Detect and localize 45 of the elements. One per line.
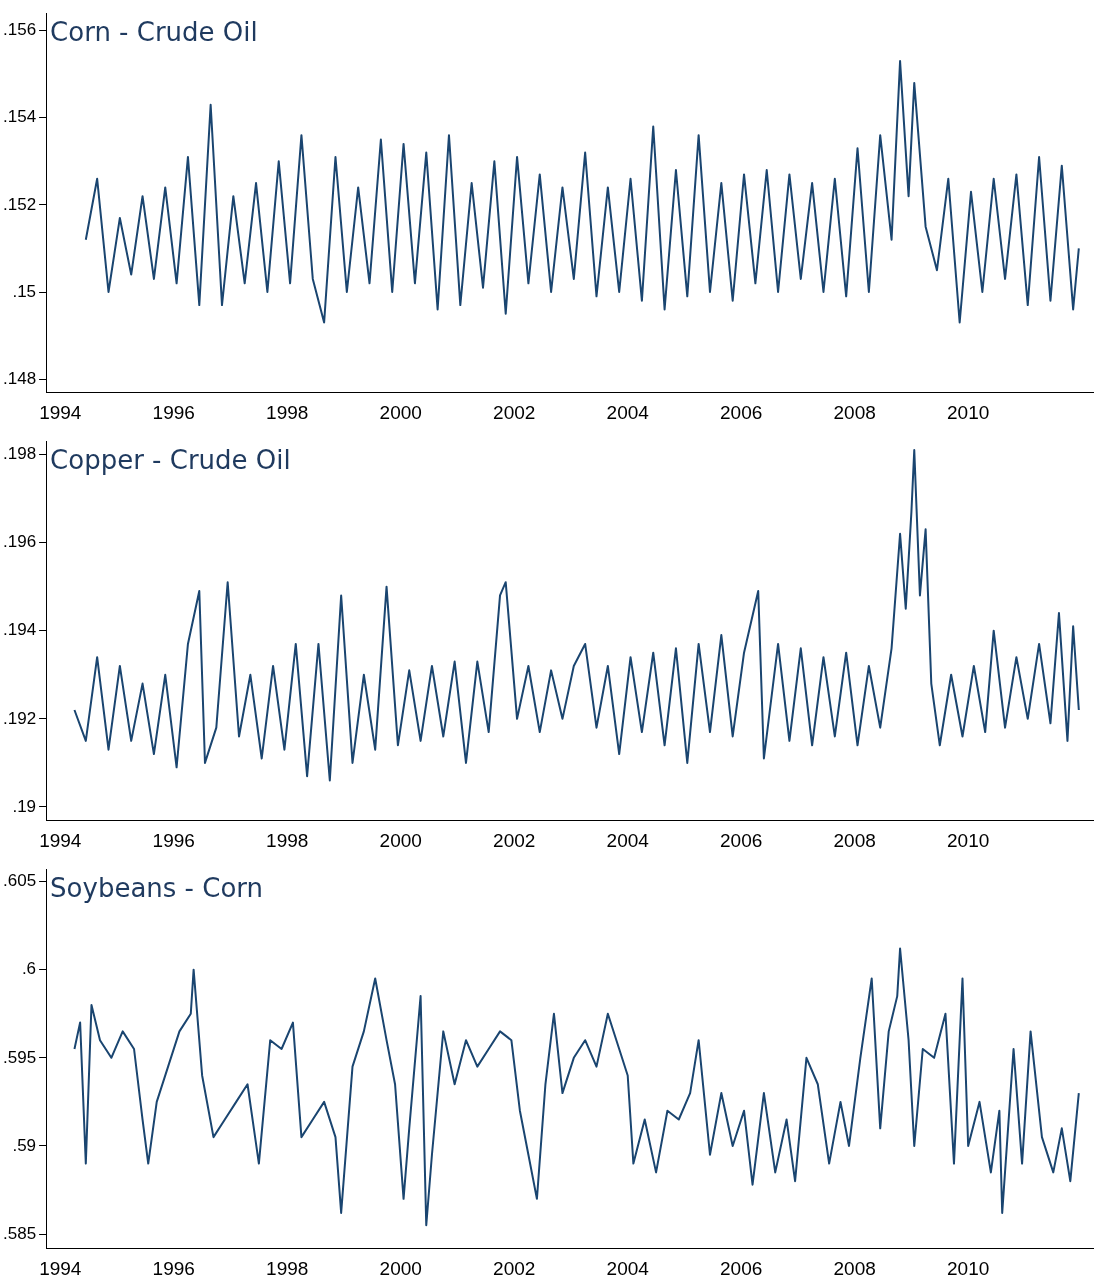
y-tick-label: .198	[2, 444, 37, 464]
chart-title: Corn - Crude Oil	[50, 16, 258, 47]
x-tick-label: 2004	[606, 401, 650, 423]
x-tick-label: 1994	[39, 1257, 82, 1279]
x-tick-label: 2006	[720, 1257, 763, 1279]
x-tick-label: 2006	[720, 829, 763, 851]
x-tick-label: 2008	[833, 401, 876, 423]
x-tick-label: 2010	[947, 401, 990, 423]
x-tick-label: 2000	[379, 1257, 422, 1279]
x-tick-label: 1998	[266, 829, 309, 851]
x-tick-label: 2010	[947, 829, 990, 851]
y-tick-label: .6	[21, 959, 37, 979]
y-tick-label: .194	[2, 620, 37, 640]
y-tick-label: .156	[2, 20, 37, 40]
y-tick-label: .196	[2, 532, 37, 552]
x-tick-label: 2002	[493, 401, 536, 423]
y-tick-label: .19	[12, 796, 37, 816]
x-tick-label: 2004	[606, 1257, 650, 1279]
x-tick-label: 1994	[39, 401, 82, 423]
x-tick-label: 2000	[379, 829, 422, 851]
x-tick-label: 2000	[379, 401, 422, 423]
y-tick-label: .154	[2, 107, 37, 127]
x-tick-label: 2004	[606, 829, 650, 851]
y-tick-label: .152	[2, 194, 37, 214]
x-tick-label: 1996	[152, 401, 195, 423]
y-tick-label: .59	[12, 1135, 37, 1155]
y-tick-label: .148	[2, 368, 37, 388]
chart-title: Soybeans - Corn	[50, 872, 264, 903]
y-tick-label: .192	[2, 708, 37, 728]
y-tick-label: .605	[2, 871, 37, 891]
x-tick-label: 1998	[266, 401, 309, 423]
x-tick-label: 1996	[152, 1257, 195, 1279]
x-tick-label: 2010	[947, 1257, 990, 1279]
y-tick-label: .595	[2, 1047, 37, 1067]
x-tick-label: 2008	[833, 1257, 876, 1279]
x-tick-label: 2006	[720, 401, 763, 423]
x-tick-label: 1994	[39, 829, 82, 851]
y-tick-label: .585	[2, 1223, 37, 1243]
x-tick-label: 2002	[493, 1257, 536, 1279]
x-tick-label: 2008	[833, 829, 876, 851]
y-tick-label: .15	[12, 281, 37, 301]
x-tick-label: 1998	[266, 1257, 309, 1279]
x-tick-label: 2002	[493, 829, 536, 851]
x-tick-label: 1996	[152, 829, 195, 851]
chart-title: Copper - Crude Oil	[50, 444, 291, 475]
